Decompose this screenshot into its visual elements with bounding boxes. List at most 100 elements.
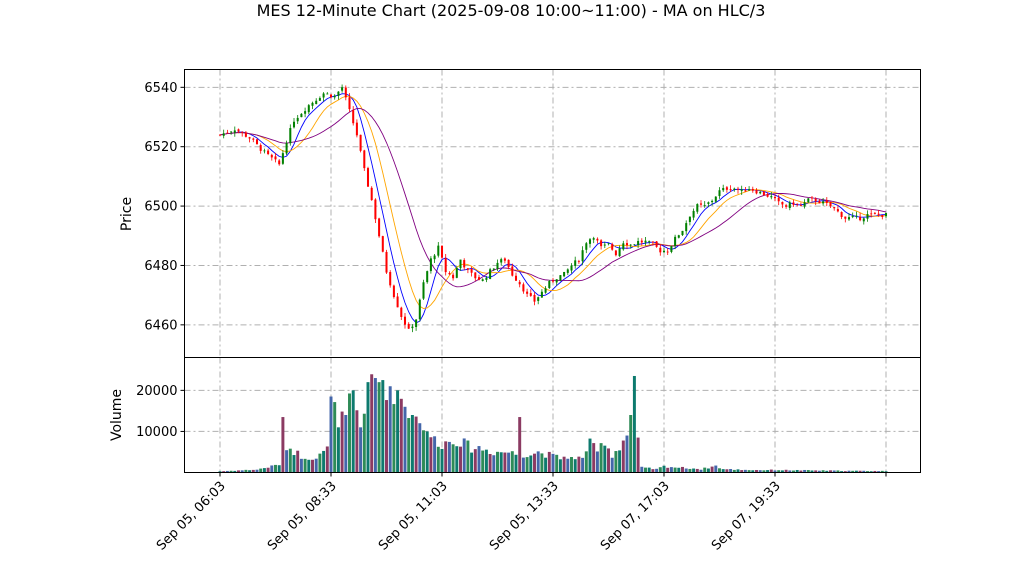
volume-bar: [362, 413, 366, 473]
volume-bar: [869, 471, 873, 473]
candle-body: [733, 188, 736, 190]
volume-bar: [355, 410, 359, 473]
volume-bar: [662, 465, 666, 473]
candle-body: [670, 246, 673, 252]
volume-bar: [584, 451, 588, 473]
volume-bar: [644, 467, 647, 473]
volume-bar: [688, 468, 692, 473]
volume-bar: [488, 454, 492, 473]
volume-bar: [233, 470, 237, 473]
volume-bar: [758, 470, 762, 473]
volume-bar: [414, 416, 418, 473]
volume-bar: [373, 378, 377, 473]
volume-bar: [780, 470, 784, 473]
volume-bar: [407, 418, 411, 473]
candle-body: [699, 203, 703, 205]
volume-bar: [592, 443, 596, 473]
candle-body: [651, 241, 654, 243]
volume-axis-label: Volume: [109, 389, 125, 441]
candle-body: [744, 190, 747, 192]
volume-bar: [847, 470, 851, 473]
candle-body: [766, 194, 769, 197]
volume-bar: [573, 459, 577, 473]
candle-body: [629, 244, 632, 246]
candle-body: [559, 275, 562, 281]
volume-bar: [851, 470, 855, 473]
candle-body: [540, 291, 543, 298]
volume-bar: [499, 452, 503, 473]
candle-body: [625, 243, 629, 246]
candle-body: [603, 244, 606, 246]
candle-body: [674, 236, 677, 246]
volume-bar: [429, 437, 433, 473]
volume-bar: [740, 470, 744, 473]
volume-bar: [229, 470, 233, 473]
candle-body: [810, 197, 814, 199]
volume-bar: [477, 446, 481, 473]
volume-bar: [466, 440, 470, 473]
volume-bar: [803, 469, 807, 473]
volume-bar: [240, 470, 244, 473]
volume-bar: [544, 457, 548, 473]
volume-bar: [418, 423, 422, 473]
volume-bar: [366, 382, 370, 473]
volume-axis: 10000 20000: [136, 384, 185, 440]
candle-body: [833, 207, 836, 209]
volume-bar: [307, 459, 311, 473]
volume-bar: [747, 470, 751, 473]
volume-bar: [806, 470, 810, 473]
volume-bar: [769, 469, 773, 473]
candle-body: [470, 269, 473, 273]
volume-bar: [288, 448, 292, 473]
price-tick-label: 6520: [144, 140, 177, 155]
candle-body: [714, 196, 717, 202]
candle-body: [392, 285, 395, 298]
candle-body: [318, 98, 321, 101]
candle-body: [492, 268, 495, 270]
candle-body: [814, 199, 817, 202]
candle-body: [233, 130, 236, 133]
volume-bar: [666, 467, 670, 473]
time-tick-label: Sep 05, 11:03: [376, 479, 451, 554]
volume-bar: [784, 469, 788, 473]
volume-bar: [610, 457, 614, 473]
candle-body: [329, 94, 333, 98]
candle-body: [548, 281, 551, 289]
candle-body: [389, 272, 392, 286]
volume-bar: [721, 469, 725, 473]
candle-body: [755, 190, 758, 194]
volume-bar: [296, 450, 300, 473]
candle-body: [851, 216, 854, 218]
volume-bar: [359, 427, 363, 473]
volume-bar: [496, 451, 499, 473]
candle-body: [529, 293, 532, 296]
candle-body: [607, 243, 610, 245]
volume-bar: [558, 459, 562, 473]
volume-bar: [251, 469, 255, 473]
candle-body: [862, 218, 865, 222]
volume-bar: [607, 448, 610, 473]
candle-body: [566, 269, 569, 273]
candle-body: [444, 258, 447, 273]
volume-bar: [692, 468, 696, 473]
candle-body: [489, 269, 492, 279]
candle-body: [574, 260, 577, 266]
candle-body: [341, 87, 344, 91]
volume-bar: [396, 390, 400, 473]
volume-bar: [514, 454, 518, 473]
volume-bar: [314, 458, 318, 473]
volume-bar: [877, 471, 881, 473]
candle-body: [511, 266, 514, 276]
volume-bar: [836, 470, 840, 473]
volume-bar: [792, 470, 795, 473]
candle-body: [773, 197, 777, 199]
volume-bar: [814, 470, 818, 473]
volume-bar: [718, 468, 721, 473]
candle-body: [226, 132, 229, 134]
volume-bar: [762, 470, 766, 473]
volume-bar: [410, 415, 414, 473]
candle-body: [711, 200, 714, 203]
candle-body: [300, 113, 303, 118]
volume-bar: [655, 468, 659, 473]
volume-bar: [248, 470, 252, 473]
